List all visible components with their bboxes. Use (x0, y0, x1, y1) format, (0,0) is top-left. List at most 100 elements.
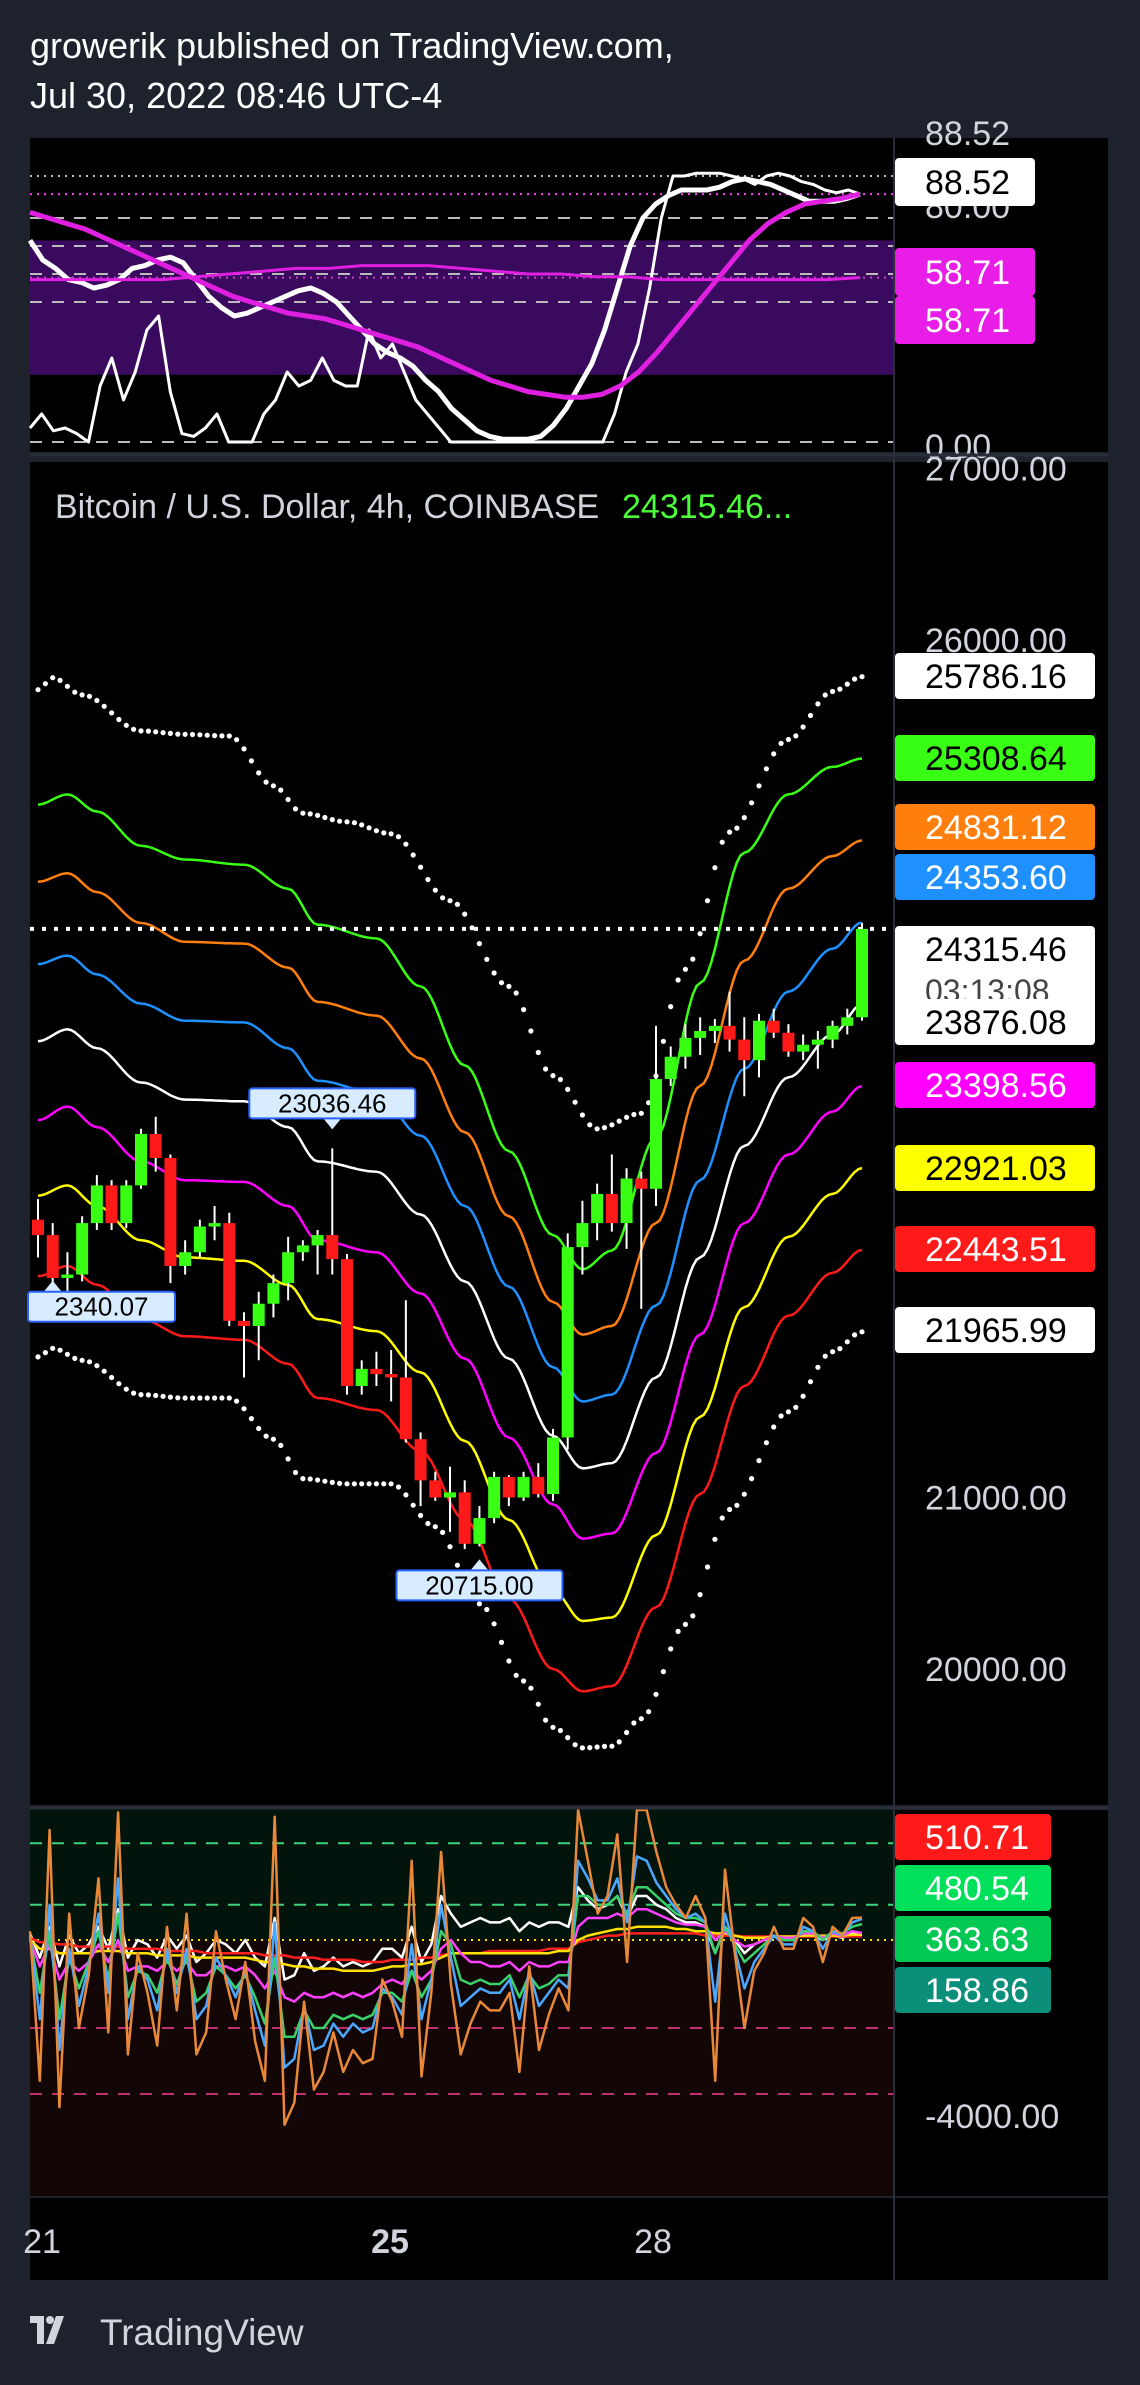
band-dot (535, 1049, 541, 1056)
band-dot (491, 1621, 497, 1627)
band-dot (50, 1345, 56, 1351)
band-dot (638, 1110, 644, 1116)
band-dot (418, 864, 424, 870)
band-dot (476, 1601, 482, 1607)
band-dot (351, 820, 357, 826)
candle-up (473, 1518, 486, 1544)
band-dot (432, 1524, 438, 1530)
band-dot (300, 1476, 306, 1482)
band-dot (815, 701, 821, 707)
band-dot (631, 1111, 637, 1118)
band-dot (72, 1355, 78, 1361)
band-dot (594, 1744, 600, 1750)
bottom-tick-label: -4000.00 (925, 2098, 1059, 2136)
band-dot (675, 1628, 681, 1634)
band-dot (351, 1481, 357, 1487)
band-dot (557, 1076, 564, 1083)
bottom-price-tag-label: 363.63 (925, 1921, 1029, 1959)
candle-up (179, 1252, 192, 1266)
band-dot (219, 1395, 225, 1401)
annotation-box (27, 1290, 176, 1323)
band-dot (719, 839, 725, 845)
band-dot (300, 810, 306, 816)
band-dot (160, 1393, 166, 1399)
band-dot (822, 692, 828, 698)
oscillator-series-1 (27, 176, 861, 442)
price-tag (895, 653, 1095, 699)
candle-up (76, 1223, 89, 1275)
publisher-line: growerik published on TradingView.com, (30, 25, 674, 66)
band-dot (521, 1007, 527, 1013)
band-dot (462, 911, 468, 917)
footer: TradingView (30, 2312, 304, 2353)
band-dot (292, 806, 299, 812)
band-dot (189, 1395, 196, 1401)
band-dot (572, 1099, 578, 1105)
time-tick-label: 25 (371, 2223, 409, 2261)
band-dot (101, 703, 107, 709)
band-dot (359, 1481, 365, 1487)
top-price-tag (895, 158, 1035, 206)
band-dot (197, 732, 203, 738)
band-dot (131, 726, 137, 732)
band-dot (344, 819, 350, 825)
band-dot (800, 724, 806, 730)
top-price-tag (895, 248, 1035, 296)
band-dot (322, 814, 328, 821)
price-tag (895, 1062, 1095, 1108)
candle-up (135, 1133, 147, 1186)
band-dot (513, 990, 519, 996)
footer-brand[interactable]: TradingView (100, 2312, 304, 2353)
annotation-box (248, 1087, 417, 1120)
candle-down (458, 1492, 471, 1544)
candle-down (370, 1368, 383, 1375)
band-dot (822, 1353, 828, 1359)
price-tag-label: 25786.16 (925, 658, 1067, 696)
candle-up (797, 1044, 810, 1052)
time-tick-label: 28 (634, 2223, 672, 2261)
band-dot (793, 1404, 799, 1410)
band-dot (712, 865, 718, 871)
band-dot (315, 1477, 321, 1483)
candle-down (341, 1259, 353, 1387)
band-dot (241, 746, 247, 752)
band-dot (388, 1481, 394, 1487)
candle-down (149, 1133, 162, 1158)
bottom-series-raw (28, 1808, 863, 2127)
band-dot (145, 1392, 151, 1398)
band-dot (270, 1436, 276, 1442)
band-dot (778, 740, 784, 747)
band-dot (587, 1122, 593, 1128)
bottom-price-tag (895, 1967, 1051, 2013)
band-dot (263, 1433, 269, 1439)
band-dot (771, 1424, 777, 1430)
band-dot (704, 898, 711, 904)
band-dot (572, 1742, 578, 1748)
band-dot (646, 1100, 652, 1106)
candle-up (753, 1020, 765, 1061)
band-dot (859, 674, 865, 680)
band-line-2 (37, 839, 863, 1336)
band-dot (859, 1329, 865, 1335)
band-dot (697, 931, 703, 937)
band-dot (756, 1458, 762, 1464)
price-tag-label: 24831.12 (925, 809, 1067, 847)
band-dot (366, 825, 372, 831)
band-dot (624, 1729, 630, 1736)
top-price-tag-label: 58.71 (925, 254, 1010, 292)
candle-down (502, 1476, 515, 1498)
candle-down (723, 1025, 736, 1040)
band-dot (86, 693, 93, 700)
band-dot (484, 956, 490, 962)
candle-up (267, 1283, 280, 1304)
band-dot (337, 1480, 343, 1486)
band-dot (844, 1339, 850, 1345)
price-tick-label: 21000.00 (925, 1480, 1067, 1518)
band-dot (116, 1381, 122, 1387)
band-dot (204, 1395, 210, 1401)
band-dot (638, 1716, 644, 1722)
band-dot (506, 983, 512, 990)
band-dot (50, 675, 56, 681)
band-dot (123, 722, 129, 728)
band-dot (712, 1536, 718, 1542)
